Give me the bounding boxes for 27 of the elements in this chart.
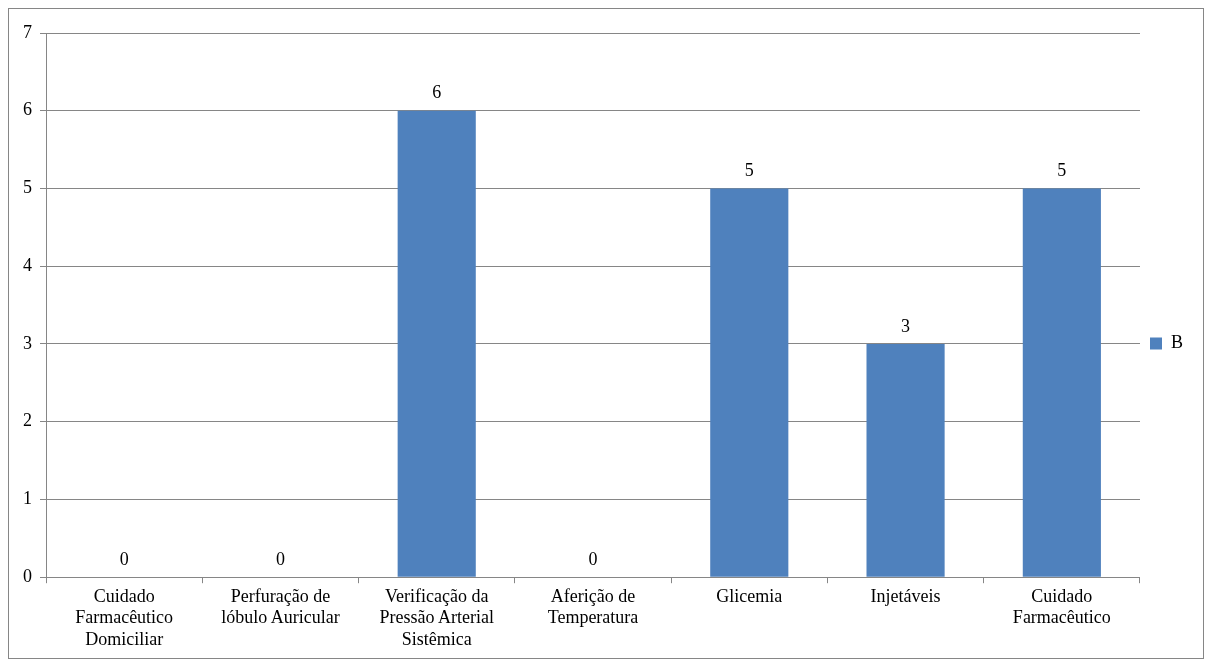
data-label: 0 (275, 548, 285, 569)
bar (866, 343, 945, 577)
bar (710, 188, 789, 577)
data-label: 3 (901, 315, 911, 336)
data-label: 5 (744, 160, 754, 181)
x-tick-label: Injetáveis (870, 585, 941, 606)
y-tick-label: 6 (23, 99, 32, 120)
data-label: 5 (1057, 160, 1067, 181)
y-tick-label: 2 (23, 410, 32, 431)
y-tick-label: 7 (23, 21, 32, 42)
y-tick-label: 0 (23, 565, 32, 586)
x-tick-label: Cuidado Farmacêutico (1012, 585, 1111, 628)
y-tick-label: 1 (23, 488, 32, 509)
x-tick-label: Glicemia (716, 585, 783, 606)
legend-label: B (1170, 332, 1184, 353)
y-tick-label: 4 (23, 254, 32, 275)
data-label: 0 (119, 548, 129, 569)
bar (397, 110, 476, 577)
x-tick-label: Cuidado Farmacêutico Domiciliar (75, 585, 174, 649)
data-label: 6 (432, 82, 442, 103)
x-tick-label: Perfuração de lóbulo Auricular (221, 585, 340, 628)
y-tick-label: 3 (23, 332, 32, 353)
data-label: 0 (588, 548, 598, 569)
x-tick-label: Verificação da Pressão Arterial Sistêmica (379, 585, 494, 649)
bar (1022, 188, 1101, 577)
x-tick-label: Aferição de Temperatura (547, 585, 639, 628)
y-tick-label: 5 (23, 177, 32, 198)
